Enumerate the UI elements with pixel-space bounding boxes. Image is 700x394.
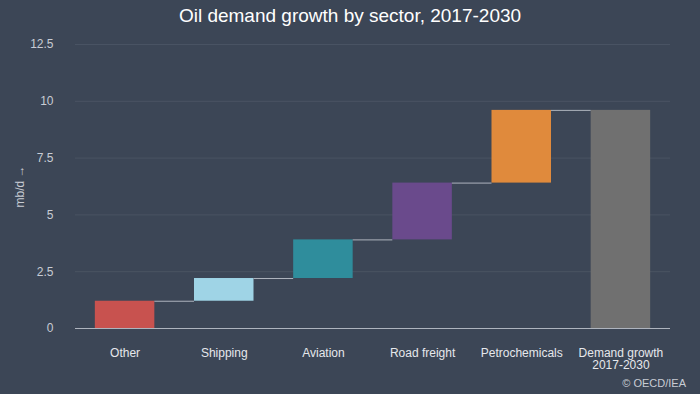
html-text:© OECD/IEA: © OECD/IEA	[622, 377, 686, 389]
svg-text:Aviation: Aviation	[302, 346, 344, 360]
svg-text:7.5: 7.5	[37, 151, 54, 165]
svg-text:Demand growth2017-2030: Demand growth2017-2030	[579, 346, 664, 372]
svg-text:5: 5	[47, 208, 54, 222]
svg-text:12.5: 12.5	[30, 37, 54, 51]
svg-text:Other: Other	[110, 346, 140, 360]
svg-text:10: 10	[40, 94, 54, 108]
svg-text:Petrochemicals: Petrochemicals	[481, 346, 563, 360]
svg-text:0: 0	[47, 321, 54, 335]
svg-text:Road freight: Road freight	[390, 346, 456, 360]
svg-text:2.5: 2.5	[37, 265, 54, 279]
svg-text:Shipping: Shipping	[201, 346, 248, 360]
html-text:Oil demand growth by sector, 2: Oil demand growth by sector, 2017-2030	[178, 5, 522, 26]
svg-text:mb/d →: mb/d →	[13, 165, 27, 207]
